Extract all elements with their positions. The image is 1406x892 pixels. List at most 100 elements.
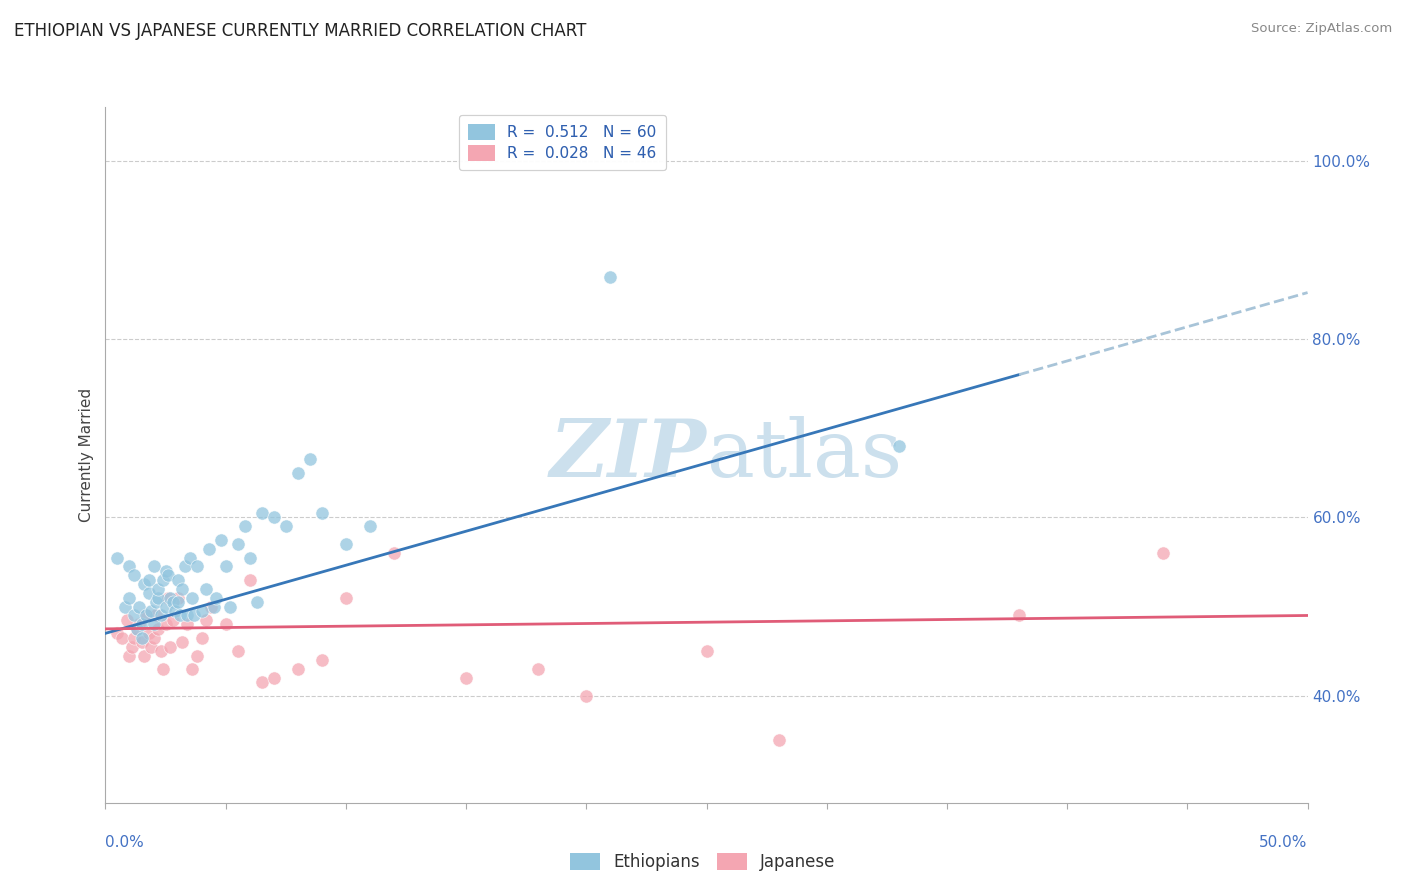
Point [142,631,165,645]
Point [239,550,262,565]
Point [114,599,136,614]
Point [142,559,165,574]
Point [200,599,222,614]
Point [198,541,221,556]
Point [159,591,181,605]
Point [298,452,321,467]
Point [169,608,191,623]
Point [1152,546,1174,560]
Point [250,506,273,520]
Point [156,568,179,582]
Point [239,573,262,587]
Point [159,640,181,654]
Point [135,608,157,623]
Point [335,591,357,605]
Point [166,595,188,609]
Point [887,439,910,453]
Point [145,608,167,623]
Point [233,519,256,533]
Point [155,617,177,632]
Point [128,599,150,614]
Text: 50.0%: 50.0% [1260,836,1308,850]
Point [172,635,194,649]
Point [176,617,198,632]
Text: ETHIOPIAN VS JAPANESE CURRENTLY MARRIED CORRELATION CHART: ETHIOPIAN VS JAPANESE CURRENTLY MARRIED … [14,22,586,40]
Point [111,631,134,645]
Point [166,573,188,587]
Point [311,653,333,667]
Point [214,617,236,632]
Point [195,613,218,627]
Point [287,466,309,480]
Point [181,662,204,676]
Point [768,733,790,747]
Point [274,519,297,533]
Point [139,604,162,618]
Text: atlas: atlas [707,416,901,494]
Point [132,577,155,591]
Y-axis label: Currently Married: Currently Married [79,388,94,522]
Point [149,644,172,658]
Point [205,591,228,605]
Point [382,546,405,560]
Point [138,586,160,600]
Point [118,648,141,663]
Point [335,537,357,551]
Text: Source: ZipAtlas.com: Source: ZipAtlas.com [1251,22,1392,36]
Point [172,582,194,596]
Point [138,626,160,640]
Point [118,559,141,574]
Legend: Ethiopians, Japanese: Ethiopians, Japanese [562,845,844,880]
Point [121,640,143,654]
Point [125,622,148,636]
Point [165,604,187,618]
Point [132,648,155,663]
Point [115,613,138,627]
Point [155,599,177,614]
Point [190,631,212,645]
Point [195,582,218,596]
Point [183,608,205,623]
Point [152,573,174,587]
Point [219,599,242,614]
Point [148,591,170,605]
Point [1008,608,1031,623]
Point [124,568,146,582]
Point [263,671,285,685]
Point [181,591,204,605]
Point [124,631,146,645]
Point [179,550,201,565]
Point [190,604,212,618]
Point [202,599,225,614]
Point [139,640,162,654]
Point [131,631,153,645]
Point [128,617,150,632]
Point [209,533,232,547]
Point [131,617,153,632]
Point [138,573,160,587]
Text: ZIP: ZIP [550,417,707,493]
Point [176,608,198,623]
Point [118,591,141,605]
Point [359,519,381,533]
Point [186,648,208,663]
Text: 0.0%: 0.0% [105,836,145,850]
Point [135,608,157,623]
Point [148,622,170,636]
Point [226,537,249,551]
Legend: R =  0.512   N = 60, R =  0.028   N = 46: R = 0.512 N = 60, R = 0.028 N = 46 [458,115,666,170]
Point [142,617,165,632]
Point [246,595,269,609]
Point [166,591,188,605]
Point [214,559,236,574]
Point [454,671,477,685]
Point [107,626,129,640]
Point [125,622,148,636]
Point [131,635,153,649]
Point [156,591,179,605]
Point [575,689,598,703]
Point [149,608,172,623]
Point [155,564,177,578]
Point [527,662,550,676]
Point [162,595,184,609]
